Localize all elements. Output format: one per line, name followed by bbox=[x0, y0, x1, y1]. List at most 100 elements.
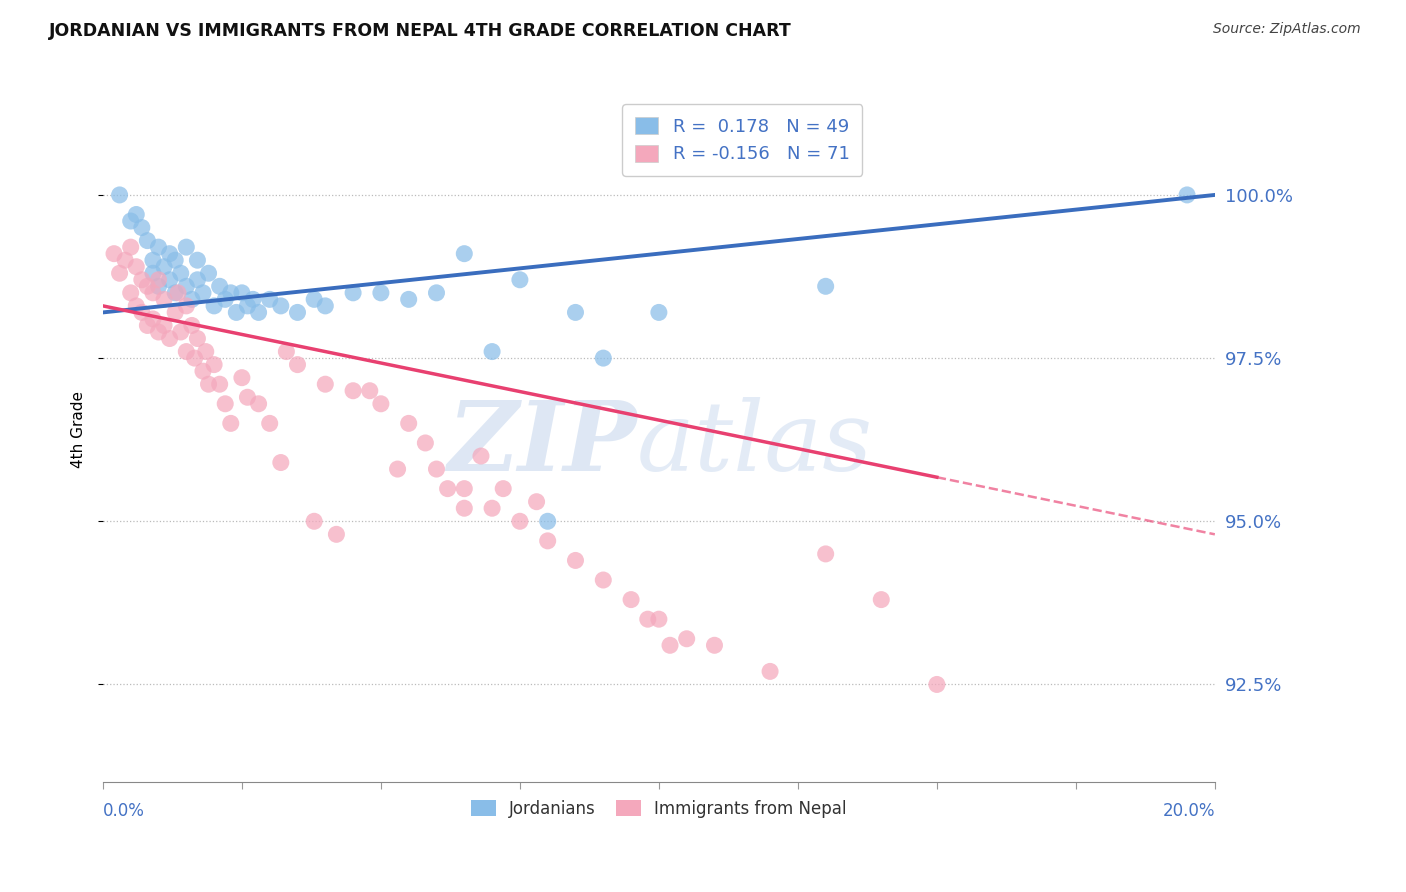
Point bbox=[481, 344, 503, 359]
Point bbox=[814, 279, 837, 293]
Point bbox=[125, 299, 148, 313]
Point bbox=[142, 285, 165, 300]
Point bbox=[620, 592, 643, 607]
Point bbox=[170, 266, 193, 280]
Point bbox=[270, 299, 292, 313]
Point bbox=[236, 390, 259, 404]
Point bbox=[142, 312, 165, 326]
Text: ZIP: ZIP bbox=[447, 397, 637, 491]
Point bbox=[1175, 188, 1198, 202]
Point bbox=[509, 514, 531, 528]
Point bbox=[208, 279, 231, 293]
Point bbox=[231, 285, 253, 300]
Point bbox=[342, 285, 364, 300]
Point bbox=[259, 417, 281, 431]
Point bbox=[214, 293, 236, 307]
Point bbox=[186, 273, 208, 287]
Y-axis label: 4th Grade: 4th Grade bbox=[72, 392, 86, 468]
Point bbox=[191, 285, 214, 300]
Point bbox=[219, 285, 242, 300]
Point bbox=[153, 260, 176, 274]
Point bbox=[398, 417, 420, 431]
Point bbox=[131, 305, 153, 319]
Point bbox=[453, 482, 475, 496]
Text: JORDANIAN VS IMMIGRANTS FROM NEPAL 4TH GRADE CORRELATION CHART: JORDANIAN VS IMMIGRANTS FROM NEPAL 4TH G… bbox=[49, 22, 792, 40]
Point bbox=[425, 462, 447, 476]
Point bbox=[125, 207, 148, 221]
Point bbox=[592, 351, 614, 365]
Point bbox=[170, 325, 193, 339]
Point bbox=[370, 285, 392, 300]
Point bbox=[120, 285, 142, 300]
Point bbox=[453, 246, 475, 260]
Point bbox=[436, 482, 458, 496]
Point bbox=[136, 234, 159, 248]
Point bbox=[202, 299, 225, 313]
Point bbox=[509, 273, 531, 287]
Point bbox=[148, 273, 170, 287]
Point bbox=[108, 266, 131, 280]
Point bbox=[537, 514, 560, 528]
Point bbox=[564, 305, 586, 319]
Point bbox=[370, 397, 392, 411]
Point bbox=[453, 501, 475, 516]
Point bbox=[242, 293, 264, 307]
Point bbox=[314, 377, 336, 392]
Point bbox=[398, 293, 420, 307]
Point bbox=[236, 299, 259, 313]
Point bbox=[120, 214, 142, 228]
Point bbox=[648, 612, 671, 626]
Point bbox=[153, 318, 176, 333]
Point bbox=[142, 266, 165, 280]
Text: atlas: atlas bbox=[637, 397, 873, 491]
Point bbox=[276, 344, 298, 359]
Point bbox=[183, 351, 205, 365]
Point bbox=[703, 638, 725, 652]
Text: 20.0%: 20.0% bbox=[1163, 802, 1215, 820]
Point bbox=[342, 384, 364, 398]
Point bbox=[159, 273, 181, 287]
Point bbox=[492, 482, 515, 496]
Point bbox=[165, 253, 187, 268]
Point bbox=[592, 573, 614, 587]
Point bbox=[759, 665, 782, 679]
Point bbox=[659, 638, 682, 652]
Point bbox=[302, 514, 325, 528]
Point bbox=[180, 293, 202, 307]
Point bbox=[814, 547, 837, 561]
Point bbox=[148, 325, 170, 339]
Point bbox=[870, 592, 893, 607]
Point bbox=[142, 253, 165, 268]
Point bbox=[191, 364, 214, 378]
Point bbox=[159, 246, 181, 260]
Point bbox=[231, 370, 253, 384]
Point bbox=[159, 332, 181, 346]
Point bbox=[197, 266, 219, 280]
Point bbox=[225, 305, 247, 319]
Point bbox=[247, 397, 270, 411]
Point bbox=[125, 260, 148, 274]
Point bbox=[186, 253, 208, 268]
Point bbox=[637, 612, 659, 626]
Point bbox=[675, 632, 697, 646]
Point bbox=[219, 417, 242, 431]
Point bbox=[415, 436, 437, 450]
Point bbox=[208, 377, 231, 392]
Point bbox=[194, 344, 217, 359]
Point bbox=[314, 299, 336, 313]
Point bbox=[176, 344, 198, 359]
Point bbox=[648, 305, 671, 319]
Point bbox=[214, 397, 236, 411]
Point bbox=[247, 305, 270, 319]
Point bbox=[526, 494, 548, 508]
Point bbox=[186, 332, 208, 346]
Point bbox=[302, 293, 325, 307]
Point bbox=[470, 449, 492, 463]
Point bbox=[197, 377, 219, 392]
Point bbox=[114, 253, 136, 268]
Point bbox=[148, 240, 170, 254]
Point bbox=[925, 677, 948, 691]
Point bbox=[131, 273, 153, 287]
Point bbox=[359, 384, 381, 398]
Point bbox=[180, 318, 202, 333]
